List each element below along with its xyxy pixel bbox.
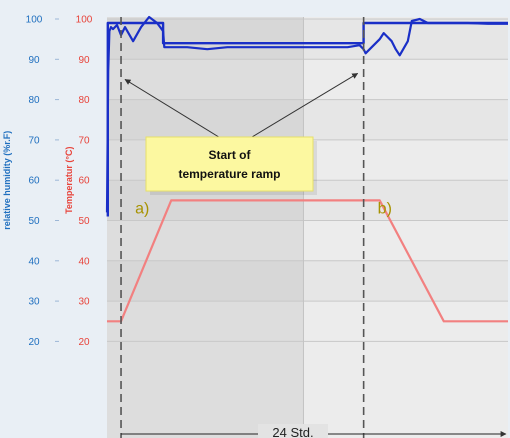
plot-background: [107, 17, 508, 438]
duration-label: 24 Std.: [272, 425, 313, 438]
temperature-tick-label: 50: [78, 216, 90, 227]
humidity-tick-label: 40: [28, 256, 40, 267]
markers: a) b): [120, 17, 392, 438]
temperature-axis: 100 90 80 70 60 50 40 30 20 Temperatur (°C): [64, 15, 93, 348]
duration-label-bg: [258, 424, 328, 438]
background-band-1: [303, 17, 508, 438]
temperature-tick-label: 60: [78, 176, 90, 187]
callout-arrow-1: [245, 72, 359, 142]
callout-line-1: Start of: [209, 148, 252, 162]
grid-stripe: [107, 19, 508, 59]
humidity-tick-label: 70: [28, 135, 40, 146]
humidity-line: [105, 15, 508, 213]
humidity-tick-label: 60: [28, 176, 40, 187]
temperature-tick-label: 20: [78, 337, 90, 348]
grid-stripe: [107, 261, 508, 301]
humidity-tick-label: 20: [28, 337, 40, 348]
callout-arrow-0: [124, 79, 226, 142]
callout-line-2: temperature ramp: [178, 167, 280, 181]
marker-label-a: a): [135, 200, 149, 217]
humidity-tick-label: 30: [28, 297, 40, 308]
marker-label-b: b): [378, 200, 392, 217]
humidity-tick-label: 50: [28, 216, 40, 227]
temperature-tick-label: 70: [78, 135, 90, 146]
setpoint-line: [106, 21, 508, 217]
humidity-tick-label: 90: [28, 55, 40, 66]
temperature-tick-label: 80: [78, 95, 90, 106]
callout: Start of temperature ramp: [124, 72, 359, 195]
duration: 24 Std.: [121, 424, 507, 438]
temperature-tick-label: 100: [76, 15, 93, 26]
background-band-0: [107, 17, 304, 438]
humidity-axis-title: relative humidity (%r.F): [2, 131, 12, 230]
callout-box: [145, 136, 314, 192]
temperature-tick-label: 90: [78, 55, 90, 66]
humidity-axis: 100 90 80 70 60 50 40 30 20 relative humidity (%r…: [2, 15, 59, 348]
humidity-tick-label: 100: [26, 15, 43, 26]
temperature-axis-title: Temperatur (°C): [64, 146, 74, 213]
temperature-tick-label: 40: [78, 256, 90, 267]
humidity-tick-label: 80: [28, 95, 40, 106]
temperature-tick-label: 30: [78, 297, 90, 308]
